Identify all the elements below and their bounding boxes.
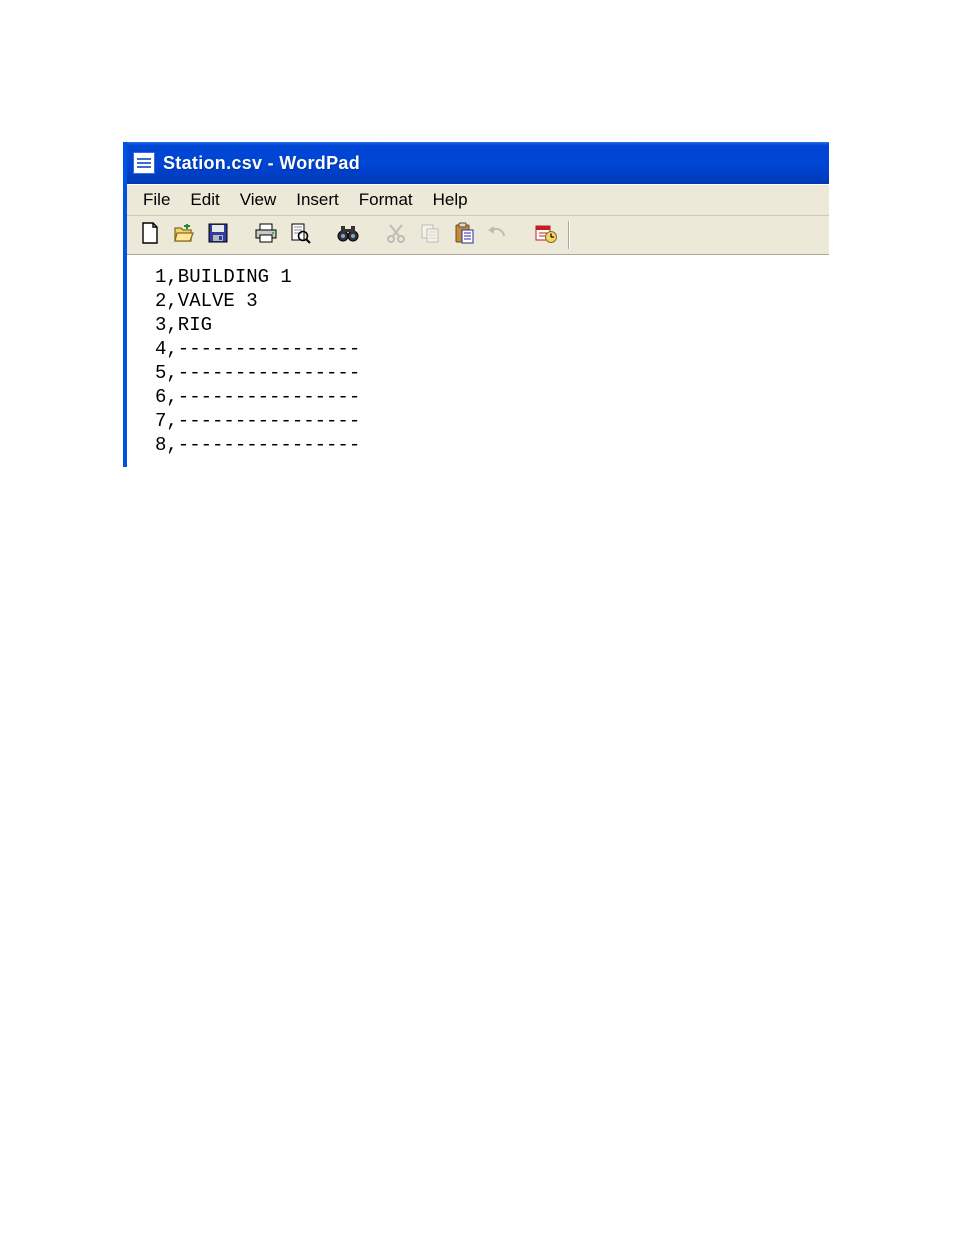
- print-icon: [254, 222, 278, 249]
- paste-icon: [453, 222, 475, 249]
- cut-button[interactable]: [381, 220, 411, 250]
- menu-edit[interactable]: Edit: [180, 188, 229, 212]
- copy-button[interactable]: [415, 220, 445, 250]
- new-button[interactable]: [135, 220, 165, 250]
- toolbar-separator: [568, 221, 569, 249]
- document-content[interactable]: 1,BUILDING 1 2,VALVE 3 3,RIG 4,---------…: [127, 255, 829, 467]
- document-line: 7,----------------: [155, 410, 360, 432]
- menu-file[interactable]: File: [133, 188, 180, 212]
- app-icon: [133, 152, 155, 174]
- titlebar[interactable]: Station.csv - WordPad: [127, 142, 829, 184]
- document-line: 6,----------------: [155, 386, 360, 408]
- print-preview-button[interactable]: [285, 220, 315, 250]
- document-line: 3,RIG: [155, 314, 212, 336]
- find-button[interactable]: [333, 220, 363, 250]
- open-folder-icon: [173, 222, 195, 249]
- undo-button[interactable]: [483, 220, 513, 250]
- document-line: 5,----------------: [155, 362, 360, 384]
- menu-help[interactable]: Help: [423, 188, 478, 212]
- toolbar: [127, 215, 829, 255]
- undo-icon: [486, 222, 510, 249]
- menu-view[interactable]: View: [230, 188, 287, 212]
- window-title: Station.csv - WordPad: [163, 153, 360, 174]
- document-line: 8,----------------: [155, 434, 360, 456]
- document-line: 1,BUILDING 1: [155, 266, 292, 288]
- cut-scissors-icon: [385, 222, 407, 249]
- save-icon: [207, 222, 229, 249]
- datetime-button[interactable]: [531, 220, 561, 250]
- date-time-icon: [534, 222, 558, 249]
- document-line: 2,VALVE 3: [155, 290, 258, 312]
- print-preview-icon: [289, 222, 311, 249]
- open-button[interactable]: [169, 220, 199, 250]
- paste-button[interactable]: [449, 220, 479, 250]
- menu-format[interactable]: Format: [349, 188, 423, 212]
- menu-insert[interactable]: Insert: [286, 188, 349, 212]
- document-line: 4,----------------: [155, 338, 360, 360]
- new-file-icon: [139, 222, 161, 249]
- copy-icon: [419, 222, 441, 249]
- wordpad-window: Station.csv - WordPad File Edit View Ins…: [123, 142, 829, 467]
- print-button[interactable]: [251, 220, 281, 250]
- find-binoculars-icon: [336, 222, 360, 249]
- save-button[interactable]: [203, 220, 233, 250]
- menubar: File Edit View Insert Format Help: [127, 184, 829, 215]
